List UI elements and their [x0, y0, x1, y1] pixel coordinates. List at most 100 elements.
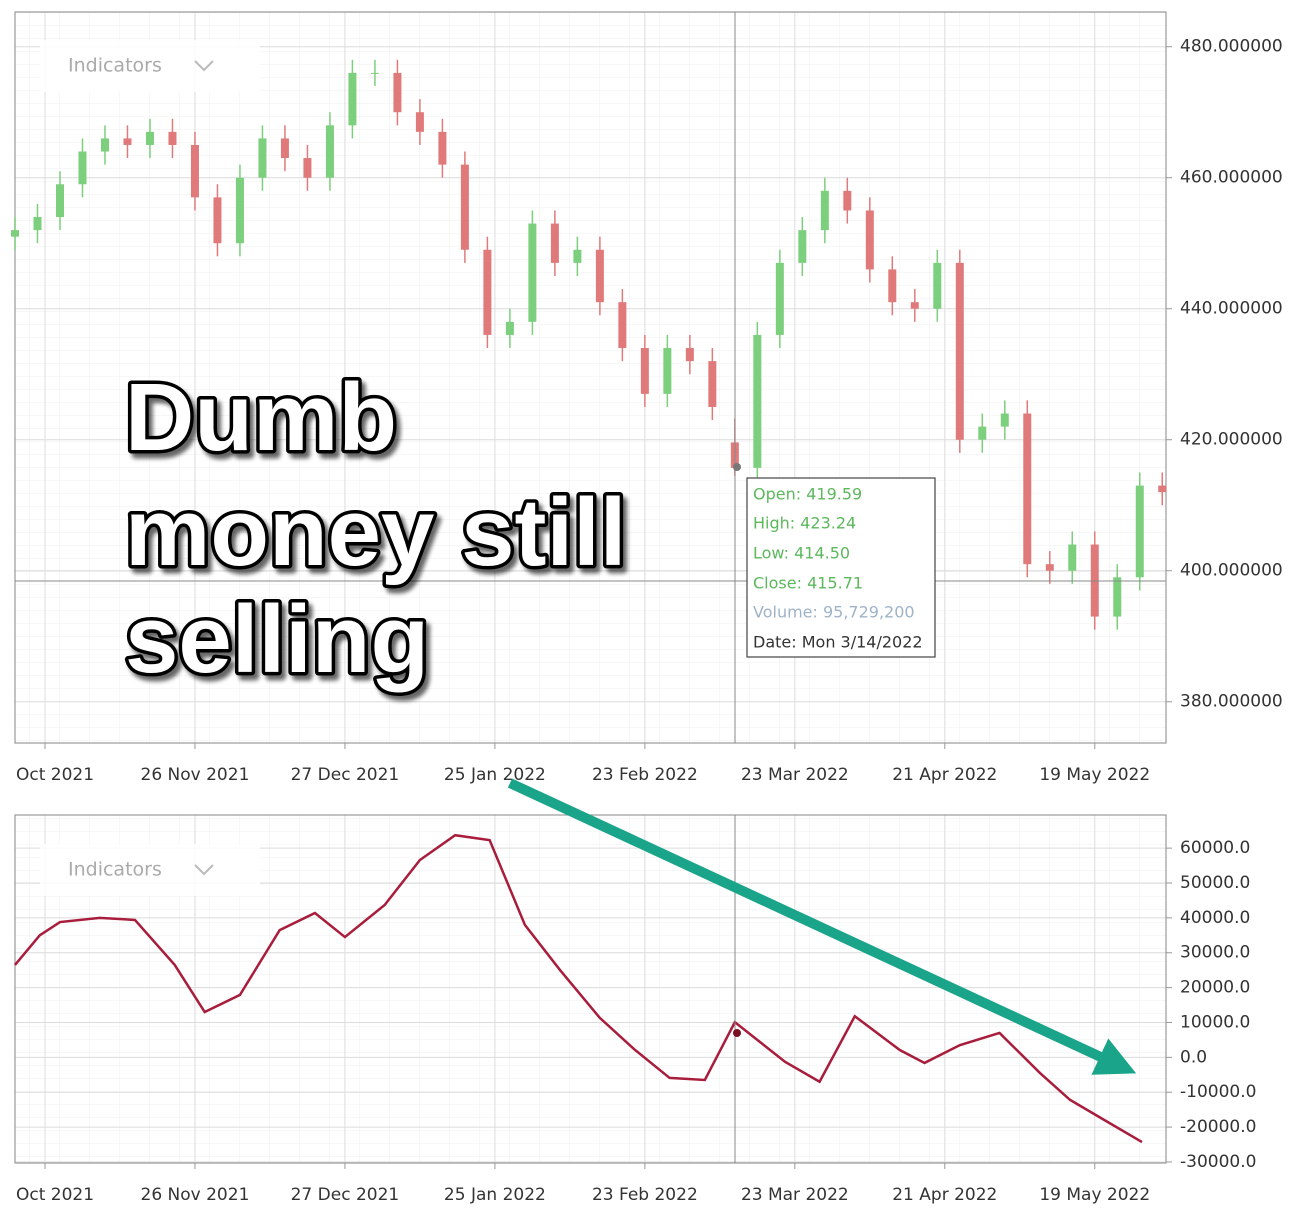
indicator-line: [14, 833, 1143, 1144]
candle-body: [370, 72, 379, 74]
y-tick-label: 10000.0: [1180, 1012, 1250, 1032]
y-tick-label: 30000.0: [1180, 943, 1250, 963]
candle-body: [438, 131, 447, 165]
x-tick-label: 23 Feb 2022: [592, 765, 698, 785]
tooltip-open: Open: 419.59: [753, 485, 862, 504]
y-tick-label: 480.000000: [1180, 37, 1283, 57]
candle-body: [933, 262, 942, 309]
candle-body: [78, 151, 87, 185]
candle-body: [865, 210, 874, 270]
candle-body: [685, 348, 694, 362]
candle-body: [483, 249, 492, 335]
y-tick-label: 420.000000: [1180, 430, 1283, 450]
candle-body: [910, 302, 919, 309]
indicators-menu[interactable]: Indicators: [68, 55, 162, 77]
candle-body: [393, 72, 402, 113]
candle-body: [258, 138, 267, 178]
candle-body: [618, 302, 627, 349]
candle-body: [978, 426, 987, 440]
annotation: selling: [125, 586, 429, 693]
chevron[interactable]: [194, 60, 214, 72]
x-tick-label: 19 May 2022: [1039, 1185, 1150, 1205]
candle-body: [775, 262, 784, 335]
x-tick-label: 25 Jan 2022: [444, 1185, 546, 1205]
y-tick-label: 0.0: [1180, 1047, 1207, 1067]
x-tick-label: Oct 2021: [16, 1185, 94, 1205]
candle-body: [798, 230, 807, 263]
y-tick-label: -10000.0: [1180, 1082, 1256, 1102]
candle-body: [753, 334, 762, 468]
x-tick-label: 21 Apr 2022: [892, 765, 997, 785]
candle-body: [11, 230, 19, 237]
x-tick-label: 26 Nov 2021: [141, 1185, 250, 1205]
candle-body: [708, 361, 717, 407]
x-tick-label: 23 Mar 2022: [741, 765, 849, 785]
y-tick-label: 380.000000: [1180, 692, 1283, 712]
candle-body: [663, 348, 672, 394]
tooltip-close: Close: 415.71: [753, 574, 863, 593]
menu-bg: [40, 844, 260, 896]
chevron[interactable]: [194, 864, 214, 876]
x-tick-label: 21 Apr 2022: [892, 1185, 997, 1205]
candle-body: [303, 158, 312, 178]
candle-body: [1158, 485, 1167, 493]
tooltip-high: High: 423.24: [753, 514, 856, 533]
candle-body: [595, 249, 604, 303]
y-tick-label: 50000.0: [1180, 873, 1250, 893]
candle-body: [235, 177, 244, 244]
x-tick-label: 27 Dec 2021: [291, 1185, 400, 1205]
x-tick-label: 23 Feb 2022: [592, 1185, 698, 1205]
candle-body: [1023, 413, 1032, 565]
x-tick-label: 27 Dec 2021: [291, 765, 400, 785]
menu-bg: [40, 40, 260, 92]
candle-body: [1135, 485, 1144, 578]
candle-body: [528, 223, 537, 322]
candle-body: [348, 72, 357, 126]
tooltip-date: Date: Mon 3/14/2022: [753, 633, 923, 652]
candle-body: [550, 223, 559, 263]
plot-frame: [14, 11, 1167, 744]
tooltip: [746, 477, 936, 658]
candle-body: [190, 144, 199, 198]
x-tick-label: 25 Jan 2022: [444, 765, 546, 785]
y-tick-label: 460.000000: [1180, 168, 1283, 188]
y-tick-label: -20000.0: [1180, 1117, 1256, 1137]
candle-body: [1045, 564, 1054, 571]
candle-body: [213, 197, 222, 244]
candle-body: [100, 138, 109, 152]
x-tick-label: 23 Mar 2022: [741, 1185, 849, 1205]
indicator-panel: [14, 814, 1172, 1169]
candle-body: [843, 190, 852, 211]
trend-arrow: [507, 778, 1137, 1075]
candle-body: [168, 131, 177, 145]
candle-body: [55, 184, 64, 218]
y-tick-label: 20000.0: [1180, 978, 1250, 998]
candle-body: [640, 348, 649, 394]
minor-grid: [15, 12, 1166, 743]
candle-body: [33, 217, 42, 231]
x-tick-label: 19 May 2022: [1039, 765, 1150, 785]
candle-body: [820, 190, 829, 231]
tooltip-low: Low: 414.50: [753, 544, 850, 563]
candle-body: [888, 269, 897, 303]
candle-body: [325, 125, 334, 178]
y-tick-label: 40000.0: [1180, 908, 1250, 928]
candle-body: [145, 131, 154, 145]
y-tick-label: 440.000000: [1180, 299, 1283, 319]
y-tick-label: 60000.0: [1180, 838, 1250, 858]
candle-body: [955, 262, 964, 440]
candle-body: [573, 249, 582, 263]
candle-body: [505, 321, 514, 335]
indicators-menu[interactable]: Indicators: [68, 859, 162, 881]
annotation: Dumb: [125, 364, 397, 471]
x-tick-label: Oct 2021: [16, 765, 94, 785]
hover-dot: [733, 463, 741, 471]
candle-body: [1000, 413, 1009, 427]
y-tick-label: 400.000000: [1180, 561, 1283, 581]
candle-body: [1113, 577, 1122, 617]
annotation: money still: [125, 479, 626, 586]
candle-body: [123, 138, 132, 145]
candle-body: [280, 138, 289, 159]
y-tick-label: -30000.0: [1180, 1152, 1256, 1172]
